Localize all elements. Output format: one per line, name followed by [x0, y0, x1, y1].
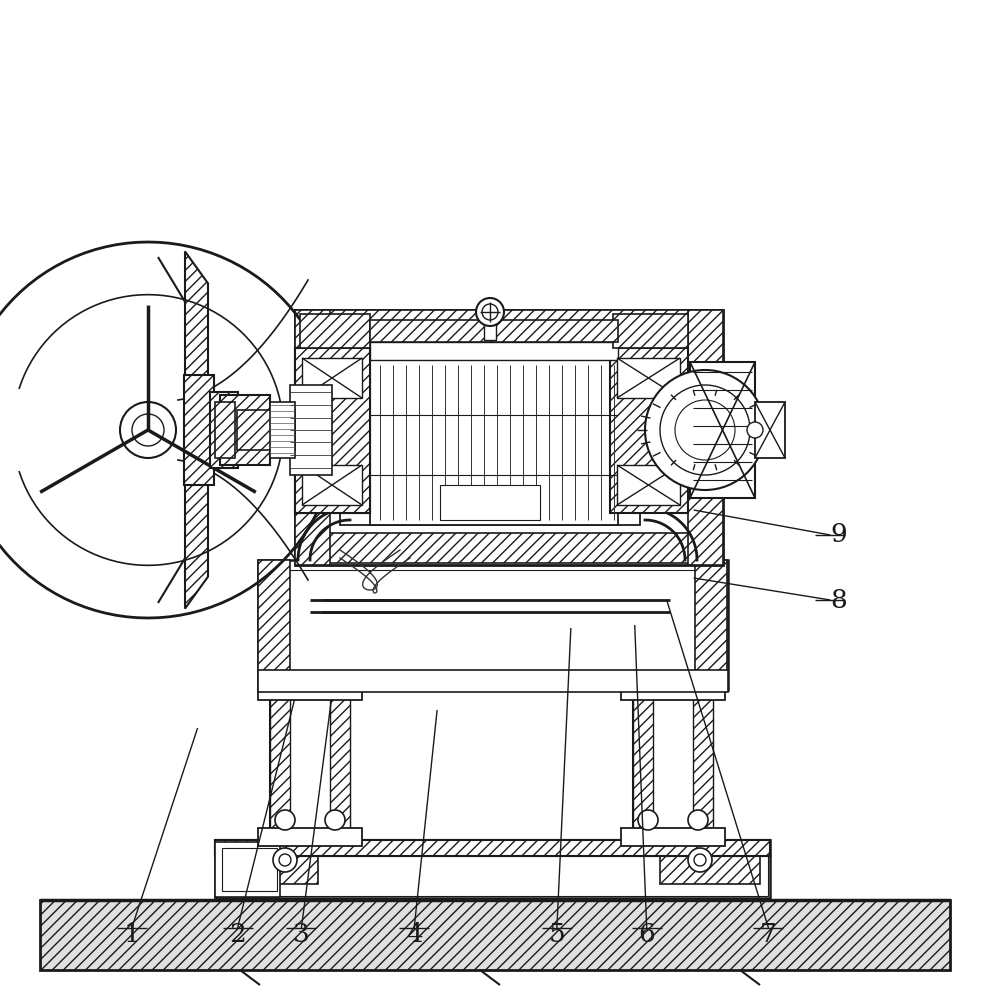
- Bar: [277, 695, 343, 833]
- Circle shape: [694, 854, 706, 866]
- Bar: [370, 342, 618, 360]
- Bar: [690, 362, 755, 498]
- Bar: [330, 688, 350, 840]
- Bar: [215, 410, 755, 450]
- Text: 4: 4: [406, 922, 422, 948]
- Text: 8: 8: [830, 587, 846, 612]
- Bar: [693, 688, 713, 840]
- Bar: [270, 688, 290, 840]
- Bar: [268, 570, 718, 680]
- Bar: [688, 310, 723, 565]
- Circle shape: [275, 810, 295, 830]
- Text: 3: 3: [293, 922, 309, 948]
- Circle shape: [645, 370, 765, 490]
- Bar: [295, 310, 723, 565]
- Circle shape: [660, 385, 750, 475]
- Bar: [270, 688, 350, 840]
- Bar: [621, 686, 725, 700]
- Bar: [617, 358, 680, 398]
- Circle shape: [688, 848, 712, 872]
- Bar: [215, 402, 235, 458]
- Text: 6: 6: [639, 922, 655, 948]
- Bar: [215, 840, 770, 856]
- Circle shape: [675, 400, 735, 460]
- Bar: [220, 395, 270, 465]
- Bar: [370, 360, 618, 525]
- Circle shape: [273, 848, 297, 872]
- Circle shape: [279, 854, 291, 866]
- Circle shape: [688, 810, 708, 830]
- Circle shape: [482, 304, 498, 320]
- Text: 7: 7: [760, 922, 776, 948]
- Bar: [640, 695, 706, 833]
- Bar: [258, 560, 290, 690]
- Bar: [222, 848, 277, 891]
- Bar: [290, 385, 332, 475]
- Bar: [295, 533, 723, 563]
- Bar: [258, 686, 362, 700]
- Bar: [302, 358, 362, 398]
- Bar: [370, 320, 618, 342]
- Circle shape: [747, 422, 763, 438]
- Bar: [295, 348, 370, 513]
- Bar: [258, 560, 728, 690]
- Bar: [617, 465, 680, 505]
- Bar: [300, 314, 370, 348]
- Bar: [184, 375, 214, 485]
- Circle shape: [325, 810, 345, 830]
- Bar: [217, 842, 768, 896]
- Bar: [484, 310, 496, 340]
- Bar: [755, 402, 785, 458]
- Bar: [258, 828, 362, 846]
- Text: 1: 1: [124, 922, 140, 948]
- Text: 2: 2: [230, 922, 246, 948]
- Bar: [302, 465, 362, 505]
- Circle shape: [120, 402, 176, 458]
- Circle shape: [476, 298, 504, 326]
- Bar: [258, 670, 728, 692]
- Bar: [440, 485, 540, 520]
- Bar: [621, 828, 725, 846]
- Bar: [270, 402, 295, 458]
- Bar: [660, 856, 760, 884]
- Bar: [633, 688, 713, 840]
- Bar: [218, 856, 318, 884]
- Text: 5: 5: [549, 922, 565, 948]
- Bar: [40, 900, 950, 970]
- Circle shape: [132, 414, 164, 446]
- Bar: [215, 840, 770, 856]
- Bar: [613, 314, 688, 348]
- Bar: [210, 392, 238, 468]
- Bar: [695, 560, 727, 690]
- Bar: [340, 360, 640, 525]
- Bar: [295, 348, 370, 513]
- Bar: [633, 688, 653, 840]
- Bar: [215, 840, 770, 898]
- Bar: [295, 310, 723, 340]
- Polygon shape: [185, 251, 208, 609]
- Text: 9: 9: [830, 522, 846, 548]
- Bar: [610, 348, 688, 513]
- Bar: [237, 410, 295, 450]
- Circle shape: [638, 810, 658, 830]
- Bar: [215, 842, 280, 897]
- Bar: [295, 310, 330, 565]
